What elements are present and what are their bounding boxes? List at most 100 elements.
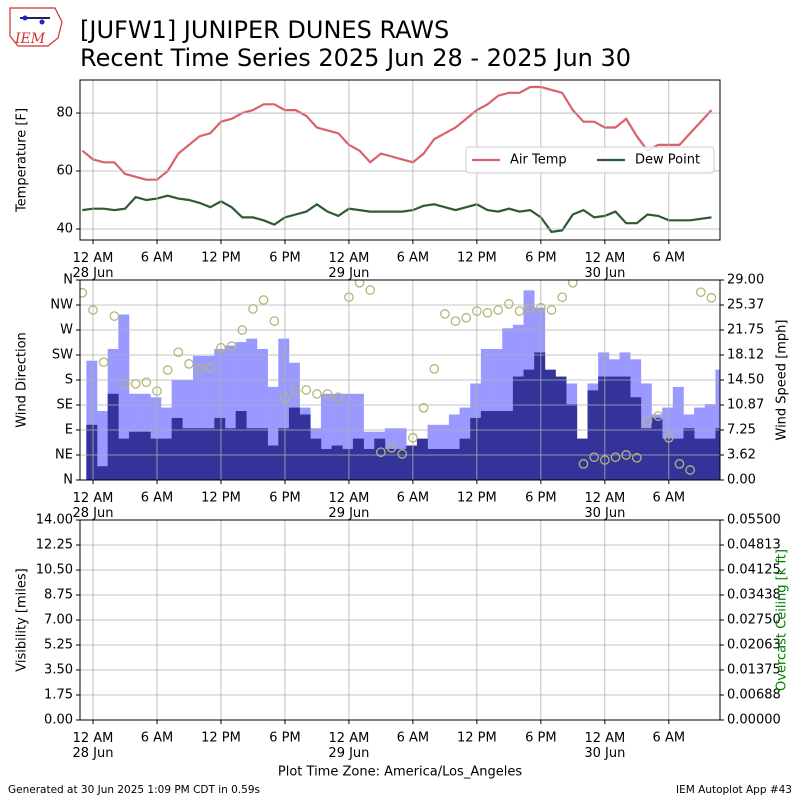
bar <box>502 411 514 480</box>
direction-point <box>514 306 525 316</box>
bar <box>235 411 247 480</box>
axes-frame <box>79 519 721 721</box>
bar <box>694 438 706 480</box>
bar <box>128 431 140 480</box>
bar <box>470 417 482 480</box>
y2-axis-label: Wind Speed [mph] <box>775 320 790 441</box>
direction-point <box>301 385 312 395</box>
direction-point <box>450 316 461 326</box>
bar <box>224 345 236 480</box>
direction-point <box>504 299 514 309</box>
x-tick-label: 12 AM 29 Jun <box>328 251 369 281</box>
legend-box <box>465 146 715 174</box>
x-tick-label: 12 AM 30 Jun <box>584 731 625 761</box>
bar <box>651 417 663 480</box>
direction-point <box>322 389 333 399</box>
direction-point <box>482 307 493 318</box>
bar <box>267 386 279 480</box>
bar <box>512 376 524 480</box>
direction-point <box>269 316 280 326</box>
x-tick-label: 6 PM <box>269 731 300 746</box>
direction-point <box>312 389 322 399</box>
x-tick-label: 12 PM <box>457 251 497 266</box>
x-tick-label: 6 PM <box>269 251 300 266</box>
y-axis-label: Temperature [F] <box>15 108 30 213</box>
direction-point <box>205 362 216 373</box>
bar <box>214 348 226 480</box>
legend-label: Dew Point <box>635 153 700 168</box>
direction-point <box>130 379 141 389</box>
bar <box>320 393 332 480</box>
bar <box>683 428 695 480</box>
y2-tick-label: 0.04125 <box>727 563 781 578</box>
y-tick-label: 80 <box>56 106 73 121</box>
bar <box>352 393 364 480</box>
bar <box>192 355 204 480</box>
x-tick-label: 6 AM <box>397 251 430 266</box>
direction-point <box>248 304 258 314</box>
y2-tick-label: 0.00000 <box>727 713 781 728</box>
subtitle: Recent Time Series 2025 Jun 28 - 2025 Ju… <box>80 44 631 72</box>
y-tick-label: SE <box>57 398 73 413</box>
x-tick-label: 6 AM <box>397 731 430 746</box>
bar <box>555 376 567 480</box>
bar <box>395 448 407 480</box>
y-tick-label: 7.00 <box>44 613 73 628</box>
direction-point <box>376 447 386 458</box>
x-axis-label: Plot Time Zone: America/Los_Angeles <box>278 765 522 780</box>
bar <box>544 369 556 480</box>
y2-tick-label: 0.02063 <box>727 638 781 653</box>
y-tick-label: W <box>60 323 73 338</box>
bar <box>203 428 215 480</box>
direction-point <box>631 452 642 463</box>
title: [JUFW1] JUNIPER DUNES RAWS <box>80 16 449 44</box>
x-tick-label: 6 AM <box>653 251 686 266</box>
y2-tick-label: 0.05500 <box>727 513 781 528</box>
bar <box>97 466 108 480</box>
direction-point <box>440 309 450 319</box>
y2-tick-label: 0.01375 <box>727 663 781 678</box>
bar <box>118 314 130 480</box>
y2-tick-label: 25.37 <box>727 298 764 313</box>
y2-tick-label: 21.75 <box>727 323 764 338</box>
bar <box>214 417 226 480</box>
direction-point <box>610 452 621 463</box>
direction-point <box>98 357 109 368</box>
bar <box>672 386 684 480</box>
x-tick-label: 12 AM 29 Jun <box>328 491 369 521</box>
x-tick-label: 6 AM <box>653 491 686 506</box>
x-tick-label: 12 AM 28 Jun <box>73 491 114 521</box>
direction-point <box>706 292 717 303</box>
bar <box>331 445 343 480</box>
bar <box>491 411 503 480</box>
x-tick-label: 12 AM 28 Jun <box>73 251 114 281</box>
x-tick-label: 6 AM <box>141 731 174 746</box>
bar <box>352 438 364 480</box>
bar <box>448 414 460 480</box>
x-tick-label: 6 AM <box>141 491 174 506</box>
bar <box>566 404 578 480</box>
y-tick-label: 12.25 <box>36 538 73 553</box>
x-tick-label: 6 PM <box>525 251 556 266</box>
bar <box>171 417 183 480</box>
y2-tick-label: 0.02750 <box>727 613 781 628</box>
bar <box>288 407 300 480</box>
y2-tick-label: 14.50 <box>727 373 764 388</box>
direction-point <box>653 411 664 421</box>
y-tick-label: 14.00 <box>36 513 73 528</box>
direction-point <box>141 377 152 388</box>
bar <box>406 445 418 480</box>
y-tick-label: NW <box>50 298 73 313</box>
axes-frame <box>79 79 721 241</box>
bar <box>480 411 492 480</box>
bar <box>139 431 151 480</box>
direction-point <box>184 359 194 369</box>
bar <box>342 393 354 480</box>
axes-frame <box>79 279 721 481</box>
direction-point <box>162 365 173 375</box>
y2-tick-label: 0.00 <box>727 473 756 488</box>
y-tick-label: 0.00 <box>44 713 73 728</box>
y-tick-label: SW <box>52 348 73 363</box>
direction-point <box>365 285 376 295</box>
y-tick-label: 1.75 <box>44 688 73 703</box>
